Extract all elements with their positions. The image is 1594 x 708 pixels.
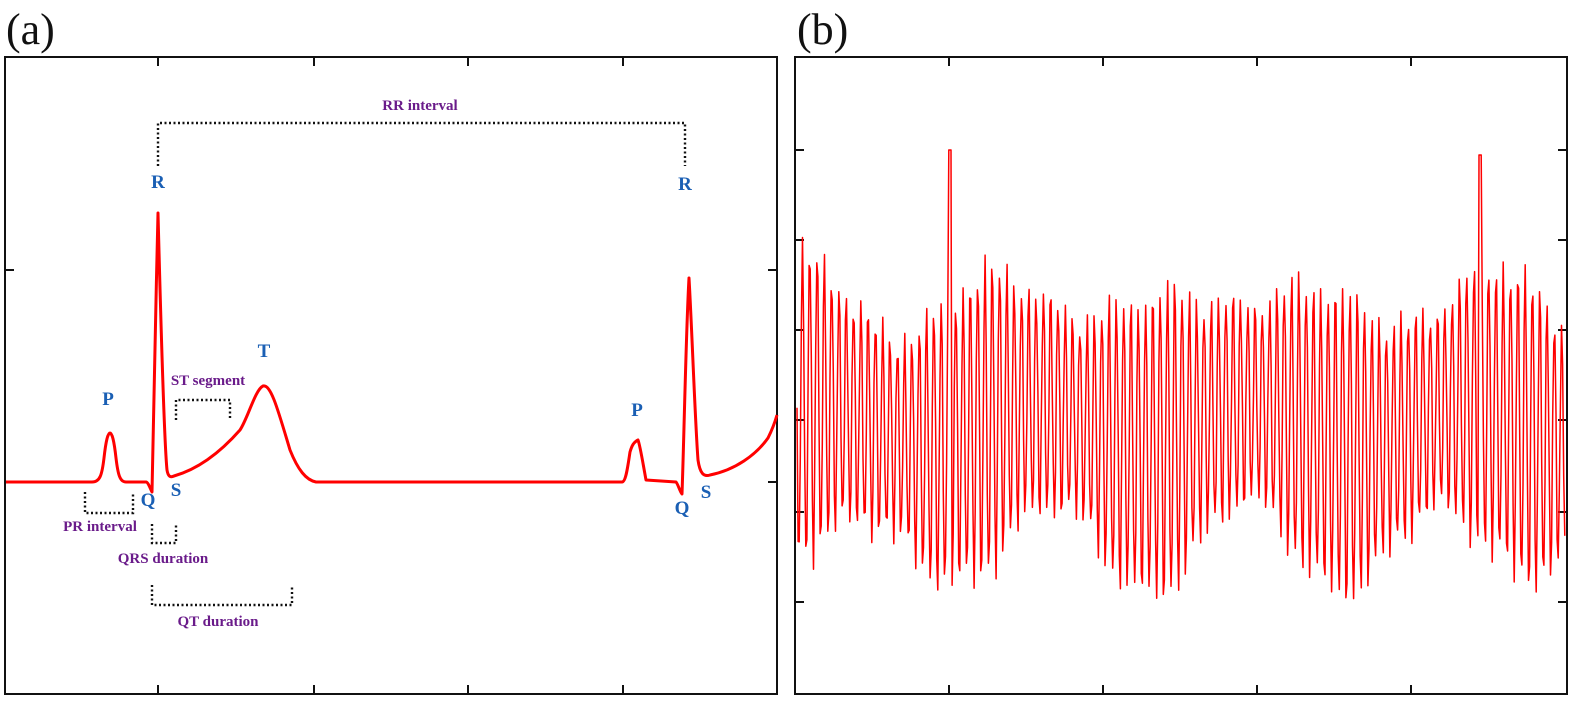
qrs-duration-bracket: [150, 524, 178, 545]
ecg-trace: [6, 211, 779, 496]
r-wave-label-2: R: [678, 174, 692, 195]
panel-a-frame: [4, 56, 778, 695]
panel-b-label: (b): [797, 5, 848, 54]
qt-duration-bracket: [150, 585, 294, 607]
p-wave-label-2: P: [631, 400, 643, 421]
st-segment-bracket: [174, 398, 232, 420]
rr-interval-label: RR interval: [382, 98, 457, 114]
panel-b-frame: [794, 56, 1568, 695]
panel-a: R R P P T Q S Q S RR interval ST segment…: [4, 56, 779, 695]
s-wave-label-2: S: [701, 482, 712, 503]
rr-interval-bracket: [156, 121, 687, 166]
qt-duration-label: QT duration: [178, 614, 260, 630]
q-wave-label-1: Q: [141, 490, 156, 511]
p-wave-label-1: P: [102, 389, 114, 410]
pr-interval-label: PR interval: [63, 519, 137, 535]
t-wave-label: T: [258, 341, 271, 362]
st-segment-label: ST segment: [171, 373, 245, 389]
qrs-duration-label: QRS duration: [118, 551, 209, 567]
panel-a-label: (a): [6, 5, 55, 54]
panel-a-ticks: [5, 57, 777, 694]
q-wave-label-2: Q: [675, 498, 690, 519]
s-wave-label-1: S: [171, 480, 182, 501]
panel-b: [794, 56, 1568, 695]
pr-interval-bracket: [83, 492, 135, 515]
noisy-ecg-signal: [796, 149, 1566, 600]
r-wave-label-1: R: [151, 172, 165, 193]
